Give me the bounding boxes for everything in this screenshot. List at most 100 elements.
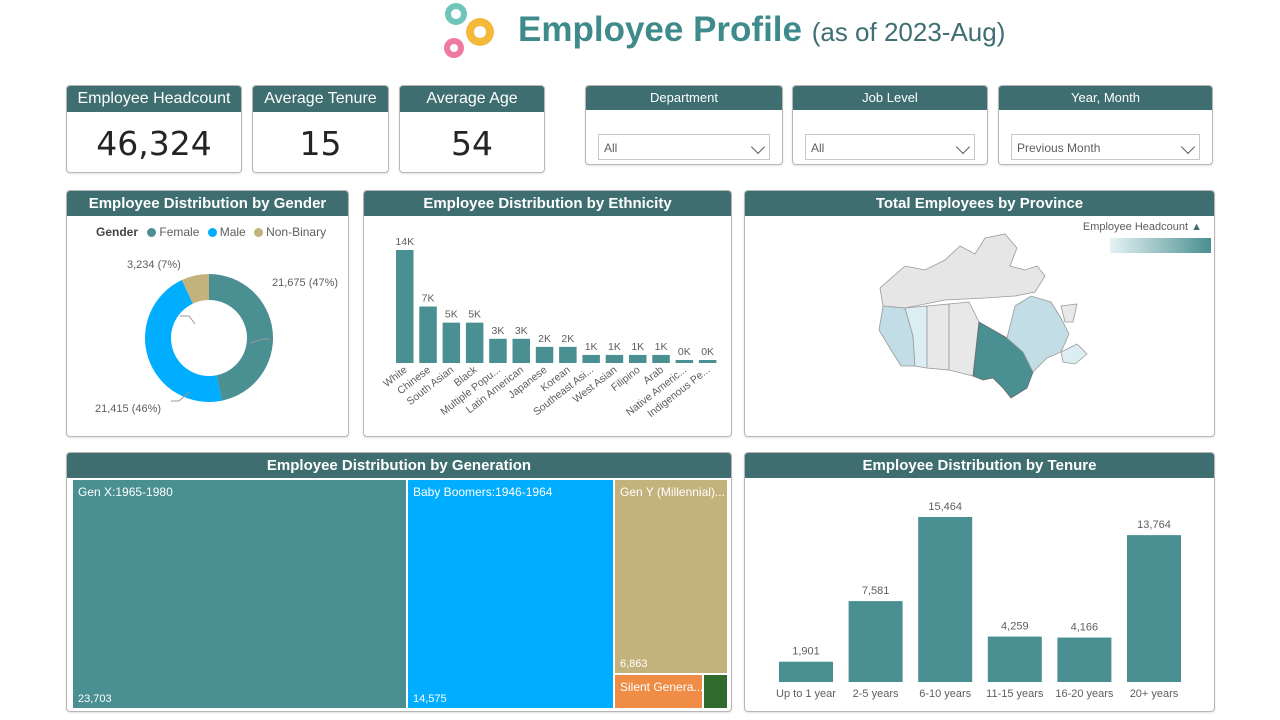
ethnicity-bar[interactable] [419, 306, 437, 364]
tenure-category-label: 6-10 years [919, 688, 971, 700]
ethnicity-bar[interactable] [629, 354, 647, 363]
ethnicity-data-label: 3K [492, 325, 505, 337]
ethnicity-bar[interactable] [535, 346, 554, 363]
gender-donut: 21,675 (47%) 3,234 (7%) 21,415 (46%) [95, 259, 338, 415]
triangle-up-icon: ▲ [1191, 221, 1202, 233]
map-ontario[interactable] [972, 321, 1034, 399]
year-month-dropdown-value: Previous Month [1017, 141, 1101, 155]
ethnicity-data-label: 5K [445, 309, 458, 321]
map-legend-gradient [1110, 238, 1211, 253]
treemap-value-baby-boomers: 14,575 [413, 693, 447, 705]
treemap-cell-other[interactable] [704, 675, 727, 708]
ethnicity-bar[interactable] [652, 354, 670, 363]
kpi-age-card: Average Age 54 [399, 85, 545, 173]
tenure-category-label: 16-20 years [1055, 688, 1114, 700]
province-map-title: Total Employees by Province [745, 191, 1214, 216]
tenure-bar[interactable] [848, 601, 903, 682]
map-quebec[interactable] [1006, 295, 1070, 373]
tenure-chart-title: Employee Distribution by Tenure [745, 453, 1214, 478]
ethnicity-bar[interactable] [605, 354, 624, 363]
canada-map [878, 233, 1088, 399]
chevron-down-icon [1180, 139, 1196, 155]
title-main: Employee Profile [518, 10, 802, 49]
ethnicity-bar[interactable] [675, 360, 694, 363]
donut-slice-male[interactable] [144, 280, 222, 402]
nonbinary-data-label: 3,234 (7%) [127, 259, 181, 271]
year-month-filter-label: Year, Month [999, 86, 1212, 110]
tenure-data-label: 7,581 [862, 585, 890, 597]
ethnicity-chart-title: Employee Distribution by Ethnicity [364, 191, 731, 216]
map-saskatchewan[interactable] [926, 303, 950, 371]
kpi-tenure-value: 15 [299, 124, 342, 163]
legend-nonbinary[interactable]: Non-Binary [266, 225, 327, 239]
generation-treemap-title: Employee Distribution by Generation [67, 453, 731, 478]
tenure-data-label: 4,259 [1001, 621, 1029, 633]
male-legend-dot-icon [207, 228, 217, 237]
tenure-category-label: Up to 1 year [776, 688, 836, 700]
tenure-data-label: 15,464 [928, 501, 962, 513]
ethnicity-bar[interactable] [512, 338, 531, 363]
map-territories[interactable] [879, 233, 1046, 309]
gears-logo-icon [444, 3, 494, 58]
gender-legend: Gender Female Male Non-Binary [96, 225, 326, 239]
gender-chart-title: Employee Distribution by Gender [67, 191, 348, 216]
treemap-value-gen-y: 6,863 [620, 658, 648, 670]
kpi-headcount-label: Employee Headcount [67, 86, 241, 112]
tenure-bar[interactable] [1127, 535, 1181, 682]
kpi-age-label: Average Age [400, 86, 544, 112]
gender-legend-title: Gender [96, 225, 139, 239]
ethnicity-data-label: 1K [585, 341, 598, 353]
department-filter: Department All [585, 85, 783, 165]
nonbinary-legend-dot-icon [254, 228, 264, 237]
ethnicity-data-label: 0K [678, 346, 691, 358]
ethnicity-data-label: 3K [515, 325, 528, 337]
tenure-data-label: 1,901 [792, 646, 820, 658]
treemap-label-baby-boomers: Baby Boomers:1946-1964 [413, 485, 553, 499]
treemap-cell-silent-generation[interactable]: Silent Genera... [615, 675, 702, 708]
map-alberta[interactable] [904, 305, 928, 369]
ethnicity-data-label: 5K [468, 309, 481, 321]
treemap-value-gen-x: 23,703 [78, 693, 112, 705]
ethnicity-bar[interactable] [698, 360, 717, 363]
donut-slice-non-binary[interactable] [181, 274, 209, 304]
ethnicity-data-label: 14K [395, 236, 414, 248]
tenure-category-label: 20+ years [1130, 688, 1179, 700]
chevron-down-icon [955, 139, 971, 155]
tenure-category-label: 2-5 years [853, 688, 899, 700]
tenure-bar[interactable] [987, 636, 1042, 682]
treemap-cell-gen-x[interactable]: Gen X:1965-1980 23,703 [73, 480, 406, 708]
map-atlantic[interactable] [1060, 343, 1088, 365]
map-legend: Employee Headcount ▲ [1083, 221, 1202, 233]
map-newfoundland[interactable] [1060, 303, 1078, 323]
donut-slice-female[interactable] [209, 274, 273, 401]
kpi-age-value: 54 [451, 124, 493, 163]
treemap-cell-baby-boomers[interactable]: Baby Boomers:1946-1964 14,575 [408, 480, 613, 708]
ethnicity-data-label: 7K [422, 293, 435, 305]
ethnicity-bar[interactable] [559, 346, 577, 363]
tenure-bar[interactable] [918, 517, 973, 682]
kpi-headcount-value: 46,324 [96, 124, 212, 163]
treemap-label-silent-generation: Silent Genera... [620, 680, 702, 694]
job-level-dropdown[interactable]: All [805, 134, 975, 160]
kpi-headcount-card: Employee Headcount 46,324 [66, 85, 242, 173]
ethnicity-bar[interactable] [582, 354, 600, 363]
tenure-bar[interactable] [779, 661, 833, 682]
job-level-dropdown-value: All [811, 141, 825, 155]
ethnicity-bar[interactable] [489, 338, 507, 363]
ethnicity-data-label: 1K [631, 341, 644, 353]
ethnicity-bar[interactable] [396, 250, 414, 363]
tenure-bar[interactable] [1057, 637, 1112, 682]
gender-chart-card: Employee Distribution by Gender Gender F… [66, 190, 349, 437]
page-header: Employee Profile (as of 2023-Aug) [440, 0, 1040, 70]
department-dropdown[interactable]: All [598, 134, 770, 160]
ethnicity-bar[interactable] [465, 322, 484, 363]
year-month-dropdown[interactable]: Previous Month [1011, 134, 1200, 160]
treemap-cell-gen-y[interactable]: Gen Y (Millennial)... 6,863 [615, 480, 727, 673]
ethnicity-data-label: 2K [538, 333, 551, 345]
province-map-card: Total Employees by Province Employee Hea… [744, 190, 1215, 437]
legend-male[interactable]: Male [219, 225, 246, 239]
department-filter-label: Department [586, 86, 782, 110]
legend-female[interactable]: Female [159, 225, 200, 239]
tenure-data-label: 13,764 [1137, 519, 1171, 531]
ethnicity-bar[interactable] [442, 322, 461, 363]
